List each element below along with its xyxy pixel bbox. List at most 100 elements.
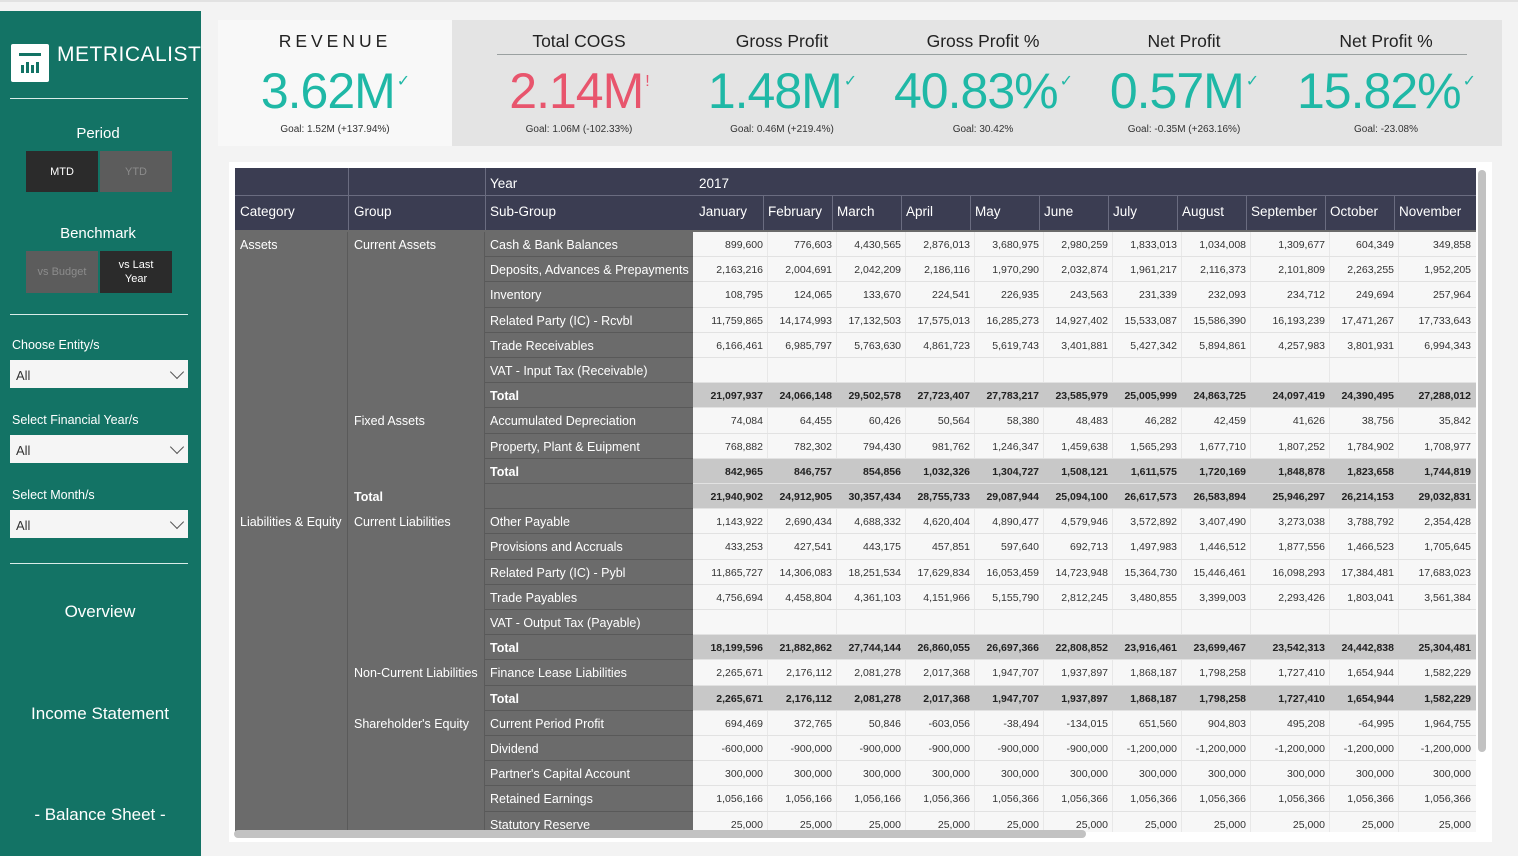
total-row[interactable]: 842,965 846,757 854,856 1,032,326 1,304,727 1… bbox=[693, 458, 1476, 484]
table-cell: 27,723,407 bbox=[917, 390, 970, 403]
matrix-table[interactable]: Year 2017 Category Group Sub-Group Janua… bbox=[235, 168, 1476, 832]
table-row[interactable]: 4,756,694 4,458,804 4,361,103 4,151,966 5,15… bbox=[693, 585, 1476, 610]
table-cell: 597,640 bbox=[1001, 541, 1039, 554]
table-cell: 1,309,677 bbox=[1278, 239, 1325, 251]
table-row[interactable]: 300,000 300,000 300,000 300,000 300,000 300,0… bbox=[693, 761, 1476, 786]
table-cell: 854,856 bbox=[863, 465, 901, 478]
table-cell: 1,807,252 bbox=[1278, 440, 1325, 453]
total-row[interactable]: 18,199,596 21,882,862 27,744,144 26,860,055… bbox=[693, 635, 1476, 661]
table-row[interactable]: 694,469 372,765 50,846 -603,056 -38,494 -134,… bbox=[693, 711, 1476, 736]
month-header[interactable]: November bbox=[1399, 204, 1462, 219]
bench-last-year-button[interactable]: vs Last Year bbox=[100, 251, 172, 293]
year-dropdown[interactable]: All bbox=[10, 435, 188, 463]
horizontal-scrollbar[interactable] bbox=[234, 830, 1086, 838]
table-row[interactable]: -600,000 -900,000 -900,000 -900,000 -900,000… bbox=[693, 736, 1476, 761]
table-cell: -600,000 bbox=[721, 743, 763, 755]
subgroup-label: Property, Plant & Euipment bbox=[490, 439, 640, 454]
table-cell: 3,401,881 bbox=[1061, 339, 1108, 352]
table-cell: 26,697,366 bbox=[986, 642, 1039, 655]
table-cell: 2,186,116 bbox=[924, 264, 970, 277]
table-cell: 300,000 bbox=[1001, 768, 1039, 781]
table-row[interactable]: 74,084 64,455 60,426 50,564 58,380 48,483 46,2… bbox=[693, 408, 1476, 433]
table-row[interactable] bbox=[693, 358, 1476, 383]
total-row[interactable]: 2,265,671 2,176,112 2,081,278 2,017,368 1,94… bbox=[693, 685, 1476, 711]
month-header[interactable]: October bbox=[1330, 204, 1379, 219]
table-cell: -134,015 bbox=[1066, 717, 1108, 730]
table-cell: 21,882,862 bbox=[779, 642, 832, 655]
table-cell: 1,654,944 bbox=[1347, 667, 1394, 680]
period-ytd-button[interactable]: YTD bbox=[100, 151, 172, 192]
entity-dropdown[interactable]: All bbox=[10, 360, 188, 388]
table-cell: 29,032,831 bbox=[1418, 491, 1471, 503]
kpi-value: 1.48M ✓ bbox=[707, 63, 857, 119]
month-header[interactable]: April bbox=[906, 204, 934, 219]
table-row[interactable]: 108,795 124,065 133,670 224,541 226,935 243,5… bbox=[693, 282, 1476, 307]
month-header[interactable]: September bbox=[1251, 204, 1318, 219]
table-cell: 3,680,975 bbox=[992, 239, 1039, 251]
table-row[interactable]: 1,143,922 2,690,434 4,688,332 4,620,404 4,89… bbox=[693, 509, 1476, 534]
category-header[interactable]: Category bbox=[240, 204, 295, 219]
table-row[interactable]: 11,865,727 14,306,083 18,251,534 17,629,834… bbox=[693, 560, 1476, 585]
month-header[interactable]: July bbox=[1113, 204, 1138, 219]
table-cell: 23,699,467 bbox=[1193, 642, 1246, 655]
nav-income-statement[interactable]: Income Statement bbox=[31, 704, 169, 723]
table-cell: 257,964 bbox=[1433, 289, 1471, 302]
subgroup-label: Trade Receivables bbox=[490, 338, 594, 353]
table-row[interactable]: 11,759,865 14,174,993 17,132,503 17,575,013… bbox=[693, 308, 1476, 333]
table-cell: 25,946,297 bbox=[1272, 491, 1325, 503]
table-cell: 4,430,565 bbox=[854, 239, 901, 251]
table-cell: 124,065 bbox=[794, 289, 832, 302]
table-cell: 1,056,366 bbox=[1424, 793, 1471, 806]
month-header[interactable]: June bbox=[1044, 204, 1074, 219]
table-cell: 1,848,878 bbox=[1278, 465, 1325, 478]
nav-balance-sheet[interactable]: - Balance Sheet - bbox=[34, 805, 166, 824]
table-cell: 3,273,038 bbox=[1278, 516, 1325, 529]
month-header[interactable]: February bbox=[768, 204, 823, 219]
table-cell: 26,860,055 bbox=[917, 642, 970, 655]
kpi-title: REVENUE bbox=[278, 31, 392, 51]
table-row[interactable]: 433,253 427,541 443,175 457,851 597,640 692,7… bbox=[693, 534, 1476, 559]
table-row[interactable]: 2,163,216 2,004,691 2,042,209 2,186,116 1,97… bbox=[693, 257, 1476, 282]
subgroup-header[interactable]: Sub-Group bbox=[490, 204, 557, 219]
month-header[interactable]: March bbox=[837, 204, 875, 219]
vertical-scrollbar[interactable] bbox=[1478, 170, 1486, 752]
table-cell: 1,784,902 bbox=[1347, 440, 1394, 453]
kpi-bar: REVENUE 3.62M ✓ Goal: 1.52M (+137.94%) Total… bbox=[218, 20, 1502, 146]
table-cell: -1,200,000 bbox=[1195, 743, 1246, 755]
month-header[interactable]: May bbox=[975, 204, 1001, 219]
subgroup-label: Inventory bbox=[490, 288, 542, 303]
table-row[interactable]: 6,166,461 6,985,797 5,763,630 4,861,723 5,61… bbox=[693, 333, 1476, 358]
total-row[interactable]: 21,940,902 24,912,905 30,357,434 28,755,733… bbox=[693, 484, 1476, 509]
table-cell: 17,384,481 bbox=[1341, 566, 1394, 579]
table-cell: 1,720,169 bbox=[1199, 465, 1246, 478]
group-label: Current Liabilities bbox=[354, 515, 451, 530]
kpi-goal: Goal: -23.08% bbox=[1354, 124, 1418, 135]
table-cell: 16,098,293 bbox=[1272, 566, 1325, 579]
table-row[interactable]: 25,000 25,000 25,000 25,000 25,000 25,000 25,0… bbox=[693, 812, 1476, 832]
table-cell: 1,611,575 bbox=[1130, 465, 1177, 478]
group-header[interactable]: Group bbox=[354, 204, 392, 219]
table-row[interactable]: 1,056,166 1,056,166 1,056,166 1,056,366 1,05… bbox=[693, 786, 1476, 811]
table-cell: 495,208 bbox=[1287, 717, 1325, 730]
table-cell: 300,000 bbox=[1356, 768, 1394, 781]
period-mtd-button[interactable]: MTD bbox=[26, 151, 98, 192]
chevron-down-icon bbox=[169, 439, 185, 455]
table-row[interactable]: 768,882 782,302 794,430 981,762 1,246,347 1,4… bbox=[693, 434, 1476, 459]
bench-budget-button[interactable]: vs Budget bbox=[26, 251, 98, 293]
month-header[interactable]: August bbox=[1182, 204, 1225, 219]
table-row[interactable]: 899,600 776,603 4,430,565 2,876,013 3,680,97… bbox=[693, 232, 1476, 257]
entity-label: Choose Entity/s bbox=[12, 338, 100, 352]
nav-overview[interactable]: Overview bbox=[64, 602, 136, 621]
month-dropdown[interactable]: All bbox=[10, 510, 188, 538]
table-row[interactable]: 2,265,671 2,176,112 2,081,278 2,017,368 1,94… bbox=[693, 660, 1476, 685]
table-cell: 846,757 bbox=[794, 465, 832, 478]
table-cell: 64,455 bbox=[799, 415, 832, 428]
total-row[interactable]: 21,097,937 24,066,148 29,502,578 27,723,407… bbox=[693, 383, 1476, 409]
chevron-down-icon bbox=[169, 514, 185, 530]
table-cell: 29,087,944 bbox=[986, 491, 1039, 503]
table-cell: 25,000 bbox=[730, 818, 763, 831]
table-cell: 2,354,428 bbox=[1424, 516, 1471, 529]
month-header[interactable]: January bbox=[699, 204, 748, 219]
table-row[interactable] bbox=[693, 610, 1476, 635]
kpi-goal: Goal: 30.42% bbox=[952, 124, 1014, 135]
